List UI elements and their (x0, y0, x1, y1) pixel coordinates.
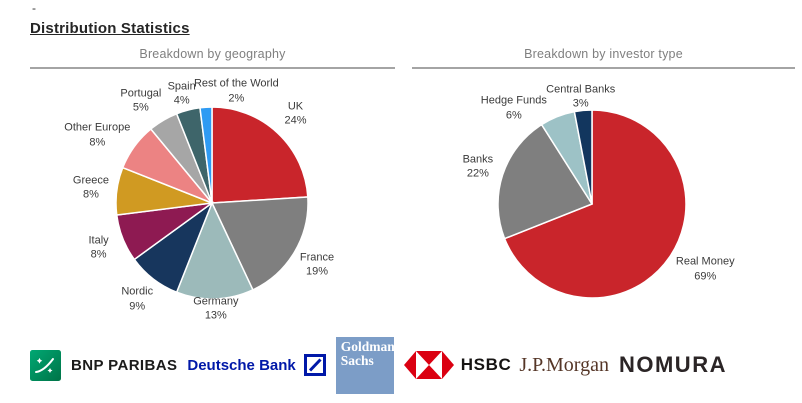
page-title: Distribution Statistics (30, 20, 190, 37)
deutsche-bank-logo: Deutsche Bank (177, 354, 326, 376)
investor-type-chart-title: Breakdown by investor type (524, 47, 683, 61)
pie-slice-real-money (503, 109, 687, 299)
pie-label-spain: Spain 4% (167, 80, 196, 107)
pie-label-banks: Banks 22% (462, 153, 494, 180)
pie-slice-germany (175, 201, 254, 300)
pie-slice-uk (211, 106, 309, 204)
hsbc-logo: HSBC (394, 351, 512, 379)
goldman-sachs-line1: Goldman (340, 338, 395, 354)
chart-title-divider (30, 67, 395, 69)
pie-label-germany: Germany 13% (193, 295, 239, 322)
goldman-sachs-line2: Sachs (340, 352, 374, 368)
pie-label-nordic: Nordic 9% (121, 286, 154, 313)
pie-slice-banks (497, 123, 594, 240)
pie-label-uk: UK 24% (284, 100, 307, 128)
investor-type-pie-plot: Real Money 69% Banks 22% Hedge Funds 6% Centra… (412, 46, 795, 331)
hsbc-wordmark: HSBC (460, 355, 512, 374)
hsbc-hexagon-icon (403, 351, 454, 379)
bnp-paribas-wordmark: BNP PARIBAS (71, 356, 178, 374)
nomura-wordmark: NOMURA (618, 352, 727, 377)
pie-label-italy: Italy 8% (88, 234, 109, 261)
deutsche-bank-wordmark: Deutsche Bank (187, 356, 296, 374)
geography-pie-chart (115, 106, 309, 300)
pie-slice-france (210, 196, 309, 291)
pie-label-hedge-funds: Hedge Funds 6% (480, 95, 547, 122)
jpmorgan-wordmark: J.P.Morgan (519, 353, 609, 376)
window-dash: - (32, 1, 36, 15)
geography-chart-title: Breakdown by geography (139, 47, 286, 61)
goldman-sachs-logo: Goldman Sachs (335, 336, 395, 394)
investor-type-chart-panel: Breakdown by investor type Real Money 69%… (412, 46, 795, 331)
pie-slice-rest-of-the-world (199, 106, 213, 204)
geography-pie-plot: UK 24% France 19% Germany 13% Nordic 9% Italy 8% G… (30, 46, 395, 331)
pie-label-france: France 19% (299, 251, 335, 279)
geography-chart-panel: Breakdown by geography UK 24% France 19% Ger… (30, 46, 395, 331)
bnp-paribas-logo: BNP PARIBAS (30, 349, 178, 381)
pie-label-central-banks: Central Banks 3% (546, 83, 616, 110)
pie-label-other-europe: Other Europe 8% (64, 121, 131, 149)
pie-label-portugal: Portugal 5% (120, 87, 162, 114)
pie-label-greece: Greece 8% (72, 174, 109, 201)
pie-label-rest-of-the-world: Rest of the World 2% (193, 77, 279, 105)
deutsche-bank-slash-icon (303, 354, 326, 376)
bank-logo-row: BNP PARIBAS Deutsche Bank Goldman Sachs … (30, 335, 790, 395)
investor-type-pie-chart (497, 109, 687, 299)
bnp-paribas-icon (30, 349, 61, 381)
pie-slice-central-banks (573, 109, 593, 205)
chart-title-divider (412, 67, 795, 69)
pie-label-real-money: Real Money 69% (675, 256, 735, 283)
